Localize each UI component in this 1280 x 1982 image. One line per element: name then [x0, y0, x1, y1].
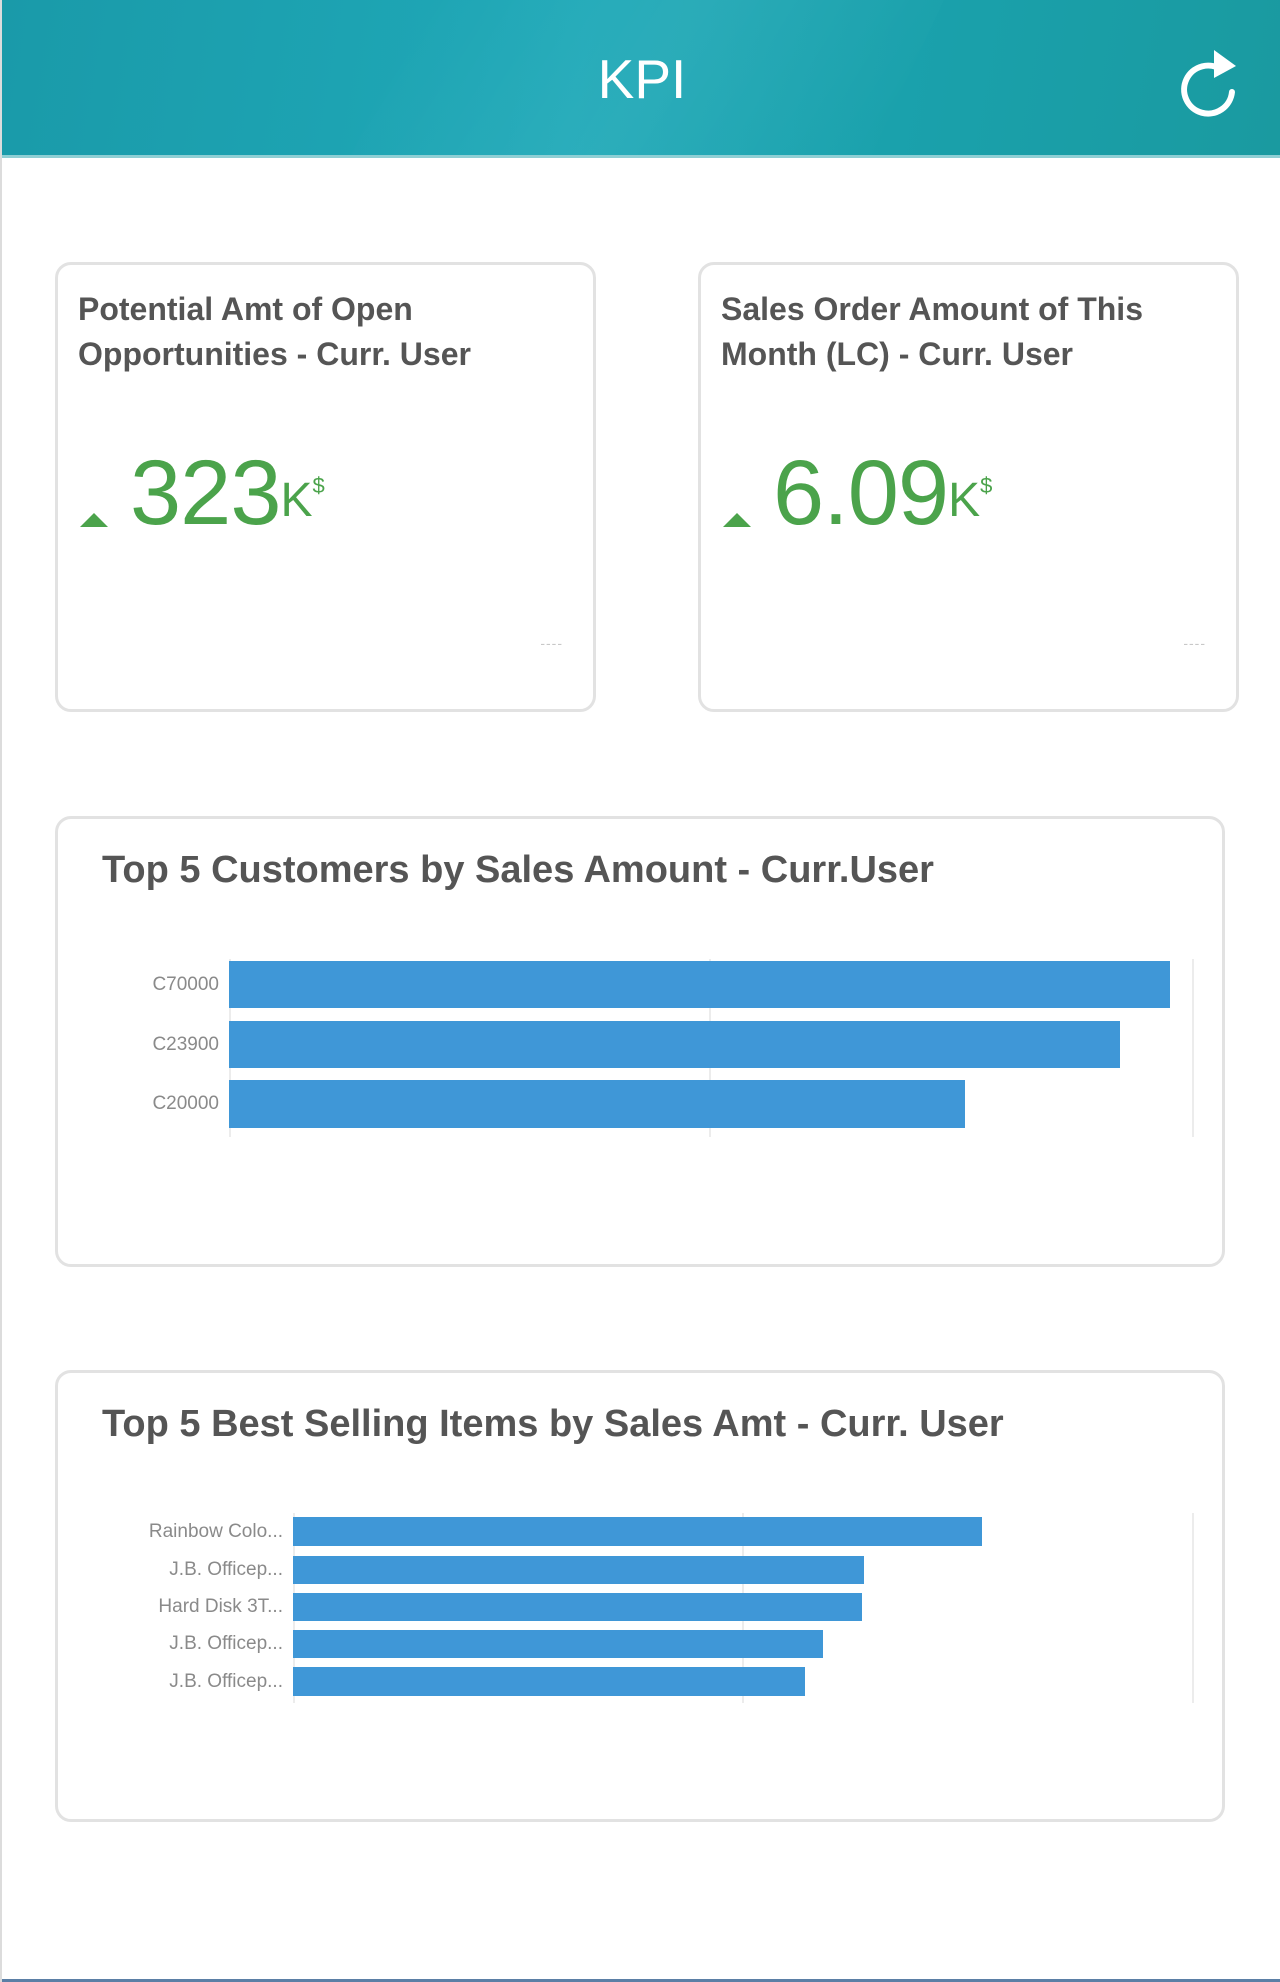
kpi-title: Potential Amt of Open Opportunities - Cu… [78, 291, 471, 372]
refresh-icon [1181, 50, 1236, 117]
bar-row: Rainbow Colo... [149, 1517, 1194, 1546]
bar[interactable] [293, 1593, 862, 1621]
gridline [1192, 1513, 1194, 1703]
bar[interactable] [293, 1556, 865, 1584]
bar-label: C23900 [152, 1033, 219, 1055]
bar[interactable] [293, 1517, 983, 1546]
kpi-footer: ---- [1183, 635, 1206, 651]
bottom-border [2, 1979, 1280, 1982]
kpi-currency: $ [312, 473, 325, 498]
bar[interactable] [229, 961, 1170, 1008]
bar-row: J.B. Officep... [169, 1556, 1194, 1584]
bar-label: Rainbow Colo... [148, 1520, 283, 1542]
app-header: KPI [2, 0, 1280, 158]
bar-label: J.B. Officep... [169, 1670, 283, 1692]
bar[interactable] [293, 1667, 805, 1696]
kpi-currency: $ [980, 473, 993, 498]
chart-title: Top 5 Customers by Sales Amount - Curr.U… [102, 849, 934, 891]
bar-label: Hard Disk 3T... [158, 1596, 283, 1617]
bar-label: C20000 [152, 1093, 219, 1114]
chart-card-best-selling-items[interactable]: Top 5 Best Selling Items by Sales Amt - … [55, 1370, 1225, 1822]
bar-row: C23900 [152, 1021, 1194, 1068]
kpi-number: 323 [130, 442, 281, 544]
bar-row: J.B. Officep... [169, 1630, 1194, 1658]
kpi-card-sales-order-month[interactable]: Sales Order Amount of This Month (LC) - … [698, 262, 1239, 712]
page-title: KPI [597, 48, 687, 110]
bar-chart-top-customers: C70000 C23900 C20000 [152, 959, 1194, 1137]
kpi-unit: K [280, 474, 313, 527]
bar-label: C70000 [152, 973, 219, 995]
bar[interactable] [293, 1630, 823, 1658]
bar-row: C20000 [152, 1080, 1194, 1128]
chart-title: Top 5 Best Selling Items by Sales Amt - … [102, 1403, 1004, 1445]
bar[interactable] [229, 1080, 966, 1128]
kpi-title: Sales Order Amount of This Month (LC) - … [721, 291, 1143, 372]
bar[interactable] [229, 1021, 1120, 1068]
bar-row: Hard Disk 3T... [158, 1593, 1194, 1621]
kpi-number: 6.09 [773, 442, 949, 544]
refresh-button[interactable] [1170, 40, 1246, 124]
gridline [1192, 959, 1194, 1137]
kpi-value: 323 K $ [80, 443, 325, 543]
kpi-footer: ---- [540, 635, 563, 651]
triangle-up-icon [80, 513, 108, 527]
kpi-card-open-opportunities[interactable]: Potential Amt of Open Opportunities - Cu… [55, 262, 596, 712]
bar-label: J.B. Officep... [169, 1633, 283, 1654]
chart-card-top-customers[interactable]: Top 5 Customers by Sales Amount - Curr.U… [55, 816, 1225, 1267]
bar-row: J.B. Officep... [169, 1667, 1194, 1696]
bar-row: C70000 [152, 961, 1194, 1008]
kpi-value: 6.09 K $ [723, 443, 992, 543]
bar-label: J.B. Officep... [169, 1559, 283, 1580]
bar-chart-best-selling-items: Rainbow Colo... J.B. Officep... Hard Dis… [149, 1513, 1194, 1703]
kpi-unit: K [948, 474, 981, 527]
triangle-up-icon [723, 513, 751, 527]
